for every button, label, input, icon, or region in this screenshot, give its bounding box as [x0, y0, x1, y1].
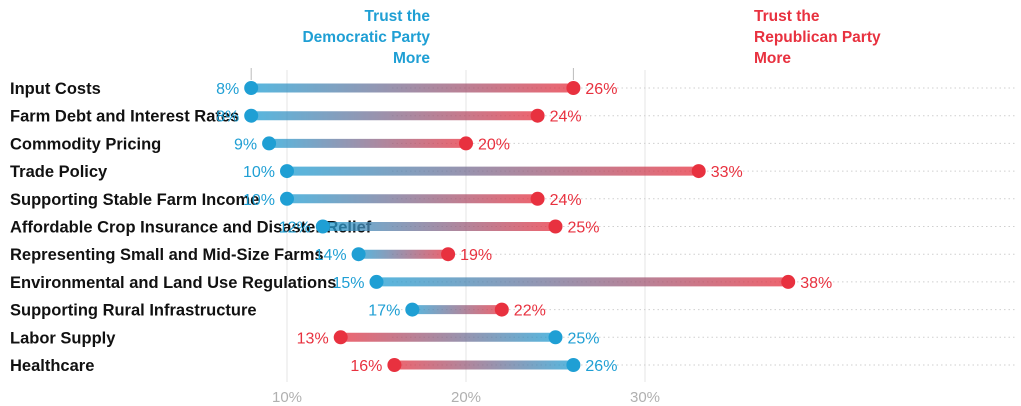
- republican-value-label: 19%: [460, 247, 492, 264]
- republican-value-label: 13%: [297, 330, 329, 347]
- category-label: Trade Policy: [10, 163, 108, 181]
- democratic-header-line: Democratic Party: [302, 29, 430, 46]
- democratic-point: [262, 136, 277, 151]
- republican-point: [530, 108, 545, 123]
- republican-point: [333, 330, 348, 345]
- democratic-header-line: Trust the: [365, 8, 431, 25]
- democratic-value-label: 26%: [585, 358, 617, 375]
- category-label: Healthcare: [10, 357, 94, 375]
- chart-row: Input Costs 8% 26%: [10, 80, 1016, 98]
- category-label: Commodity Pricing: [10, 135, 161, 153]
- chart-row: Commodity Pricing 9% 20%: [10, 135, 1016, 153]
- chart-row: Affordable Crop Insurance and Disaster R…: [10, 219, 1016, 237]
- chart-row: Healthcare 26% 16%: [10, 357, 1016, 375]
- democratic-header-line: More: [393, 50, 430, 67]
- chart-row: Labor Supply 25% 13%: [10, 329, 1016, 347]
- democratic-point: [566, 358, 581, 372]
- chart-row: Environmental and Land Use Regulations15…: [10, 274, 1016, 292]
- democratic-point: [548, 330, 563, 345]
- republican-value-label: 22%: [514, 303, 546, 320]
- category-label: Farm Debt and Interest Rates: [10, 108, 239, 126]
- category-label: Representing Small and Mid-Size Farms: [10, 246, 324, 264]
- republican-point: [459, 136, 473, 151]
- democratic-point: [280, 164, 294, 179]
- democratic-point: [244, 108, 259, 123]
- republican-value-label: 26%: [585, 81, 617, 98]
- chart-row: Trade Policy 10% 33%: [10, 163, 1016, 181]
- x-tick-label: 20%: [451, 389, 481, 406]
- category-label: Environmental and Land Use Regulations: [10, 274, 336, 292]
- democratic-value-label: 15%: [332, 275, 364, 292]
- democratic-point: [244, 81, 259, 95]
- democratic-value-label: 9%: [234, 136, 257, 153]
- republican-header-line: Trust the: [754, 8, 820, 25]
- democratic-point: [315, 219, 330, 234]
- republican-point: [387, 358, 402, 372]
- republican-value-label: 25%: [568, 220, 600, 237]
- democratic-value-label: 14%: [315, 247, 347, 264]
- democratic-value-label: 8%: [216, 81, 239, 98]
- republican-header-line: Republican Party: [754, 29, 881, 46]
- republican-value-label: 20%: [478, 136, 510, 153]
- x-tick-label: 10%: [272, 389, 302, 406]
- republican-value-label: 24%: [550, 192, 582, 209]
- chart-row: Supporting Rural Infrastructure 17% 22%: [10, 302, 1016, 320]
- category-label: Affordable Crop Insurance and Disaster R…: [10, 219, 372, 237]
- x-tick-label: 30%: [630, 389, 660, 406]
- democratic-value-label: 25%: [568, 330, 600, 347]
- democratic-value-label: 17%: [368, 303, 400, 320]
- x-axis-ticks: 10% 20% 30%: [272, 389, 660, 406]
- republican-value-label: 33%: [711, 164, 743, 181]
- republican-point: [441, 247, 456, 262]
- democratic-value-label: 12%: [279, 220, 311, 237]
- republican-point: [494, 302, 509, 317]
- category-label: Labor Supply: [10, 329, 116, 347]
- category-label: Input Costs: [10, 80, 101, 98]
- republican-header-line: More: [754, 50, 791, 67]
- democratic-point: [405, 302, 420, 317]
- republican-point: [691, 164, 706, 179]
- chart-rows: Input Costs 8% 26% Farm Debt and Interest R…: [10, 80, 1016, 375]
- democratic-value-label: 10%: [243, 164, 275, 181]
- republican-point: [548, 219, 563, 234]
- democratic-point: [351, 247, 366, 262]
- category-label: Supporting Rural Infrastructure: [10, 302, 257, 320]
- democratic-point: [369, 274, 384, 289]
- category-label: Supporting Stable Farm Income: [10, 191, 259, 209]
- republican-value-label: 38%: [800, 275, 832, 292]
- democratic-value-label: 10%: [243, 192, 275, 209]
- republican-point: [530, 191, 545, 206]
- republican-value-label: 24%: [550, 109, 582, 126]
- legend-headers: Trust the Democratic Party More Trust th…: [250, 8, 881, 80]
- democratic-point: [280, 191, 294, 206]
- republican-value-label: 16%: [350, 358, 382, 375]
- republican-point: [566, 81, 581, 95]
- republican-point: [781, 274, 796, 289]
- democratic-value-label: 8%: [216, 109, 239, 126]
- chart-row: Representing Small and Mid-Size Farms14%…: [10, 246, 1016, 264]
